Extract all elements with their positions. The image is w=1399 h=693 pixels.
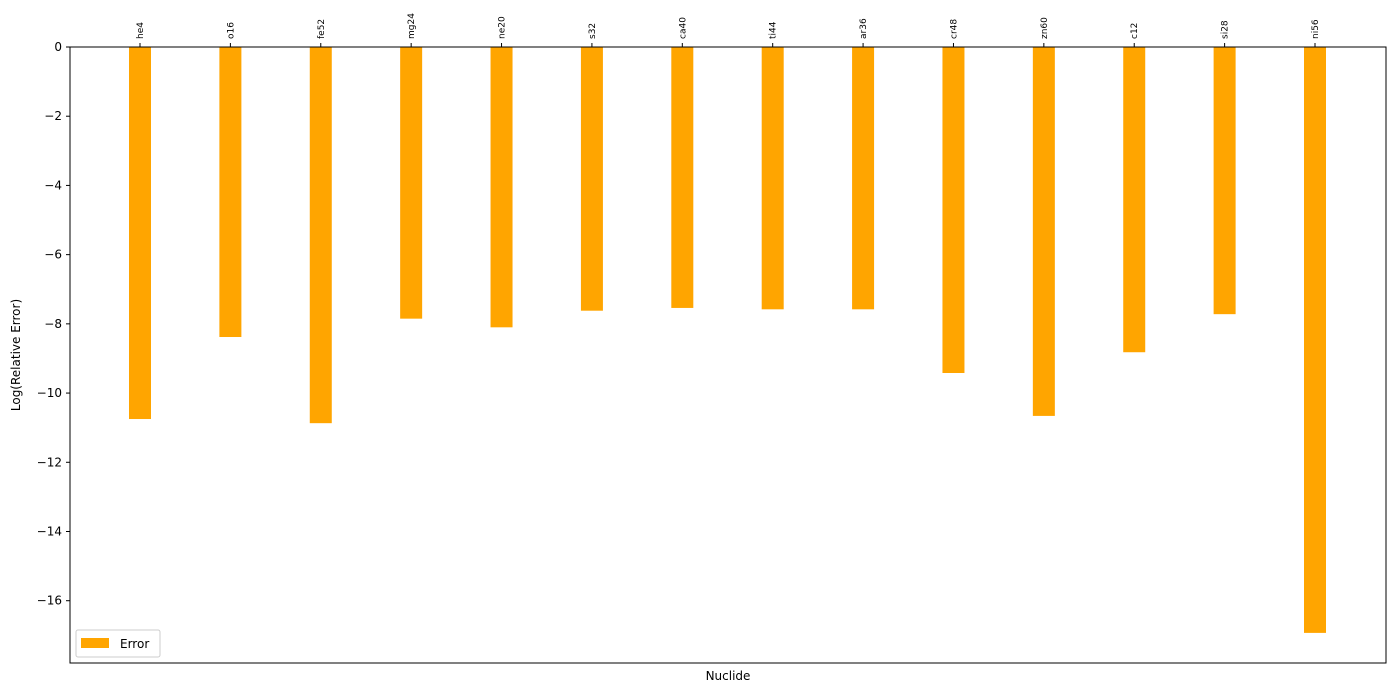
y-tick-label: −14 — [37, 524, 62, 538]
plot-frame — [69, 46, 1387, 664]
x-tick-label-cr48: cr48 — [949, 19, 959, 39]
legend-swatch — [81, 638, 109, 648]
x-tick-label-mg24: mg24 — [407, 13, 417, 39]
x-axis-category-ticks: he4 o16 fe52 mg24 ne20 s32 ca40 ti44 ar36 cr48 zn6… — [136, 13, 1321, 47]
y-tick-label: −8 — [44, 317, 62, 331]
y-tick-label: −16 — [37, 594, 62, 608]
legend-label: Error — [120, 637, 149, 651]
y-tick-label: −2 — [44, 109, 62, 123]
bar-s32 — [580, 47, 603, 311]
y-tick-label: 0 — [54, 40, 62, 54]
bar-ni56 — [1304, 47, 1326, 633]
bar-cr48 — [942, 47, 965, 373]
x-tick-label-c12: c12 — [1130, 23, 1140, 39]
x-tick-label-fe52: fe52 — [317, 19, 327, 39]
x-tick-label-o16: o16 — [226, 22, 236, 39]
x-tick-label-ca40: ca40 — [678, 17, 688, 39]
bar-ne20 — [490, 47, 513, 328]
bar-ti44 — [761, 47, 784, 310]
bar-zn60 — [1032, 47, 1055, 416]
x-tick-label-he4: he4 — [136, 22, 146, 39]
y-tick-label: −4 — [44, 178, 62, 192]
y-tick-label: −6 — [44, 248, 62, 262]
x-tick-label-zn60: zn60 — [1040, 17, 1050, 39]
x-tick-label-ar36: ar36 — [859, 18, 869, 39]
y-axis-label: Log(Relative Error) — [9, 299, 23, 411]
legend-box — [75, 629, 161, 658]
y-axis-ticks: 0 −2 −4 −6 −8 −10 −12 −14 −16 — [37, 40, 70, 608]
bar-o16 — [219, 47, 242, 338]
y-tick-label: −12 — [37, 455, 62, 469]
x-tick-label-si28: si28 — [1221, 20, 1231, 39]
bar-ar36 — [852, 47, 875, 310]
bar-ca40 — [671, 47, 694, 308]
bars-group — [129, 47, 1326, 633]
bar-mg24 — [400, 47, 423, 319]
legend: Error — [75, 629, 161, 658]
x-axis-label: Nuclide — [706, 669, 751, 683]
bar-fe52 — [309, 47, 332, 424]
bar-c12 — [1123, 47, 1146, 353]
bar-he4 — [129, 47, 151, 420]
x-tick-label-ti44: ti44 — [769, 21, 779, 39]
y-tick-label: −10 — [37, 386, 62, 400]
bar-si28 — [1213, 47, 1236, 315]
x-tick-label-s32: s32 — [588, 23, 598, 39]
x-tick-label-ni56: ni56 — [1311, 19, 1321, 39]
x-tick-label-ne20: ne20 — [498, 16, 508, 39]
